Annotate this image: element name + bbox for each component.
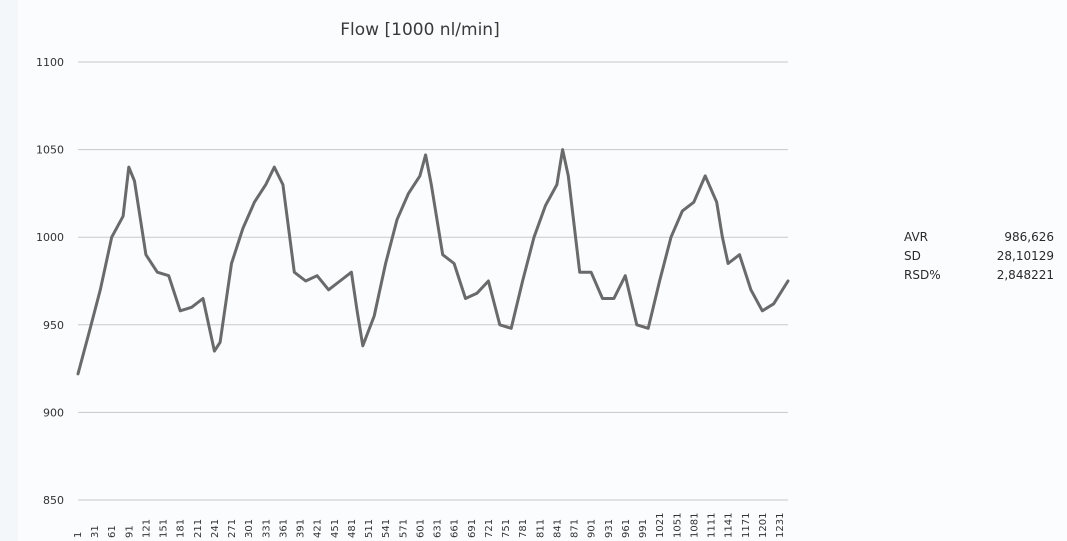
series-line xyxy=(76,148,790,376)
y-tick-label: 950 xyxy=(43,319,64,332)
chart-paper xyxy=(18,0,1067,541)
x-tick-label: 781 xyxy=(518,519,529,538)
x-tick-label: 1171 xyxy=(741,513,752,538)
stat-value: 28,10129 xyxy=(996,249,1054,263)
x-tick-label: 901 xyxy=(587,519,598,538)
x-tick-label: 841 xyxy=(552,519,563,538)
chart-title: Flow [1000 nl/min] xyxy=(340,20,500,40)
x-tick-label: 1141 xyxy=(724,513,735,538)
x-tick-label: 721 xyxy=(484,519,495,538)
x-tick-label: 1 xyxy=(73,532,84,538)
x-tick-label: 91 xyxy=(124,525,135,538)
stats-panel: AVR 986,626 SD 28,10129 RSD% 2,848221 xyxy=(904,228,1054,285)
x-tick-label: 61 xyxy=(107,525,118,538)
x-tick-label: 1081 xyxy=(689,513,700,538)
x-tick-label: 421 xyxy=(313,519,324,538)
x-tick-label: 511 xyxy=(364,519,375,538)
stat-label: AVR xyxy=(904,230,928,244)
y-tick-label: 1050 xyxy=(36,144,64,157)
y-tick-label: 900 xyxy=(43,406,64,419)
x-tick-label: 151 xyxy=(159,519,170,538)
x-tick-label: 331 xyxy=(261,519,272,538)
x-tick-label: 751 xyxy=(501,519,512,538)
y-tick-label: 1000 xyxy=(36,231,64,244)
x-tick-label: 271 xyxy=(227,519,238,538)
x-tick-label: 541 xyxy=(381,519,392,538)
x-tick-label: 31 xyxy=(90,525,101,538)
stat-row-avr: AVR 986,626 xyxy=(904,228,1054,247)
x-tick-label: 1021 xyxy=(655,513,666,538)
x-tick-label: 1201 xyxy=(758,513,769,538)
x-tick-label: 211 xyxy=(193,519,204,538)
stat-row-rsd: RSD% 2,848221 xyxy=(904,266,1054,285)
x-tick-label: 121 xyxy=(141,519,152,538)
y-tick-label: 850 xyxy=(43,494,64,507)
x-tick-label: 241 xyxy=(210,519,221,538)
x-tick-label: 481 xyxy=(347,519,358,538)
y-tick-label: 1100 xyxy=(36,56,64,69)
x-tick-label: 691 xyxy=(467,519,478,538)
x-tick-label: 961 xyxy=(621,519,632,538)
x-tick-label: 1051 xyxy=(672,513,683,538)
x-tick-label: 871 xyxy=(570,519,581,538)
x-tick-label: 991 xyxy=(638,519,649,538)
x-tick-label: 181 xyxy=(176,519,187,538)
x-tick-label: 631 xyxy=(433,519,444,538)
x-tick-label: 301 xyxy=(244,519,255,538)
x-tick-label: 571 xyxy=(398,519,409,538)
x-tick-label: 451 xyxy=(330,519,341,538)
x-tick-label: 1231 xyxy=(775,513,786,538)
x-tick-label: 661 xyxy=(450,519,461,538)
stat-label: SD xyxy=(904,249,921,263)
x-tick-label: 391 xyxy=(296,519,307,538)
stat-label: RSD% xyxy=(904,268,941,282)
stat-value: 986,626 xyxy=(1004,230,1054,244)
x-tick-label: 601 xyxy=(415,519,426,538)
stat-row-sd: SD 28,10129 xyxy=(904,247,1054,266)
x-tick-label: 811 xyxy=(535,519,546,538)
stat-value: 2,848221 xyxy=(996,268,1054,282)
x-tick-label: 361 xyxy=(278,519,289,538)
x-tick-label: 931 xyxy=(604,519,615,538)
x-tick-label: 1111 xyxy=(707,513,718,538)
